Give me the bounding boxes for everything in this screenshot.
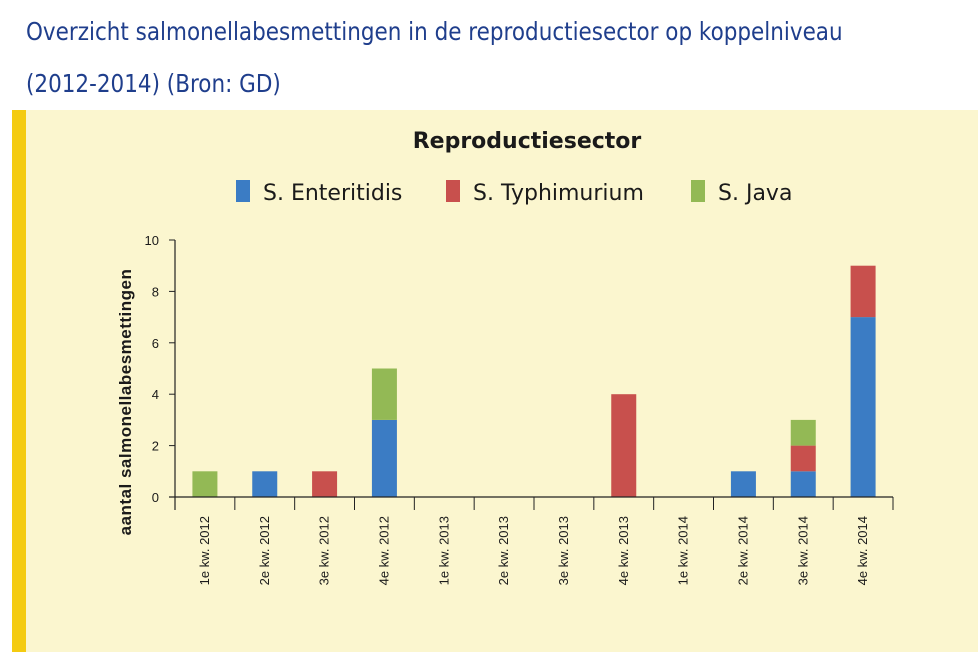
bar-s-java-4e-kw-2012 [371,368,397,420]
legend-swatch-s-enteritidis [236,180,250,202]
y-tick-label: 0 [152,490,159,505]
x-tick-label: 3e kw. 2012 [317,516,332,585]
x-tick-label: 2e kw. 2013 [496,516,511,585]
bar-s-typhimurium-3e-kw-2012 [312,471,338,497]
chart-axes: 0 2 4 6 8 10 1e kw. 2012 2e kw. 2012 3e kw. 2012… [145,233,894,585]
x-tick-label: 4e kw. 2012 [376,516,391,585]
x-tick-label: 1e kw. 2014 [676,516,691,585]
bar-s-enteritidis-2e-kw-2014 [730,471,756,497]
heading-line-1: Overzicht salmonellabesmettingen in de r… [26,17,843,46]
y-tick-label: 10 [145,233,159,248]
bar-s-typhimurium-3e-kw-2014 [790,445,816,472]
x-tick-label: 3e kw. 2013 [556,516,571,585]
x-tick-label: 3e kw. 2014 [795,516,810,585]
bar-s-typhimurium-4e-kw-2013 [611,394,637,497]
chart-title: Reproductiesector [413,129,642,154]
bar-s-enteritidis-2e-kw-2012 [252,471,278,497]
legend-swatch-s-java [691,180,705,202]
bar-s-java-3e-kw-2014 [790,419,816,446]
x-tick-label: 1e kw. 2012 [197,516,212,585]
chart-legend: S. Enteritidis S. Typhimurium S. Java [236,180,792,206]
panel-accent-bar [12,110,26,652]
y-tick-label: 2 [152,439,159,454]
bar-s-java-1e-kw-2012 [192,471,218,497]
x-tick-label: 4e kw. 2013 [616,516,631,585]
y-axis-label: aantal salmonellabesmettingen [116,269,135,536]
page-heading: Overzicht salmonellabesmettingen in de r… [26,6,843,110]
chart-panel [12,110,978,652]
legend-label-s-enteritidis: S. Enteritidis [263,181,402,206]
bar-marks [192,265,876,497]
x-tick-label: 4e kw. 2014 [855,516,870,585]
bar-s-enteritidis-4e-kw-2012 [371,419,397,497]
bar-s-enteritidis-3e-kw-2014 [790,471,816,497]
x-tick-label: 1e kw. 2013 [436,516,451,585]
x-tick-label: 2e kw. 2014 [735,516,750,585]
bar-s-enteritidis-4e-kw-2014 [850,317,876,497]
heading-line-2: (2012-2014) (Bron: GD) [26,69,281,98]
y-tick-label: 6 [152,336,159,351]
x-tick-label: 2e kw. 2012 [257,516,272,585]
legend-swatch-s-typhimurium [446,180,460,202]
bar-s-typhimurium-4e-kw-2014 [850,265,876,318]
y-tick-label: 8 [152,284,159,299]
legend-label-s-typhimurium: S. Typhimurium [473,181,644,206]
y-tick-label: 4 [152,387,159,402]
legend-label-s-java: S. Java [718,181,792,206]
